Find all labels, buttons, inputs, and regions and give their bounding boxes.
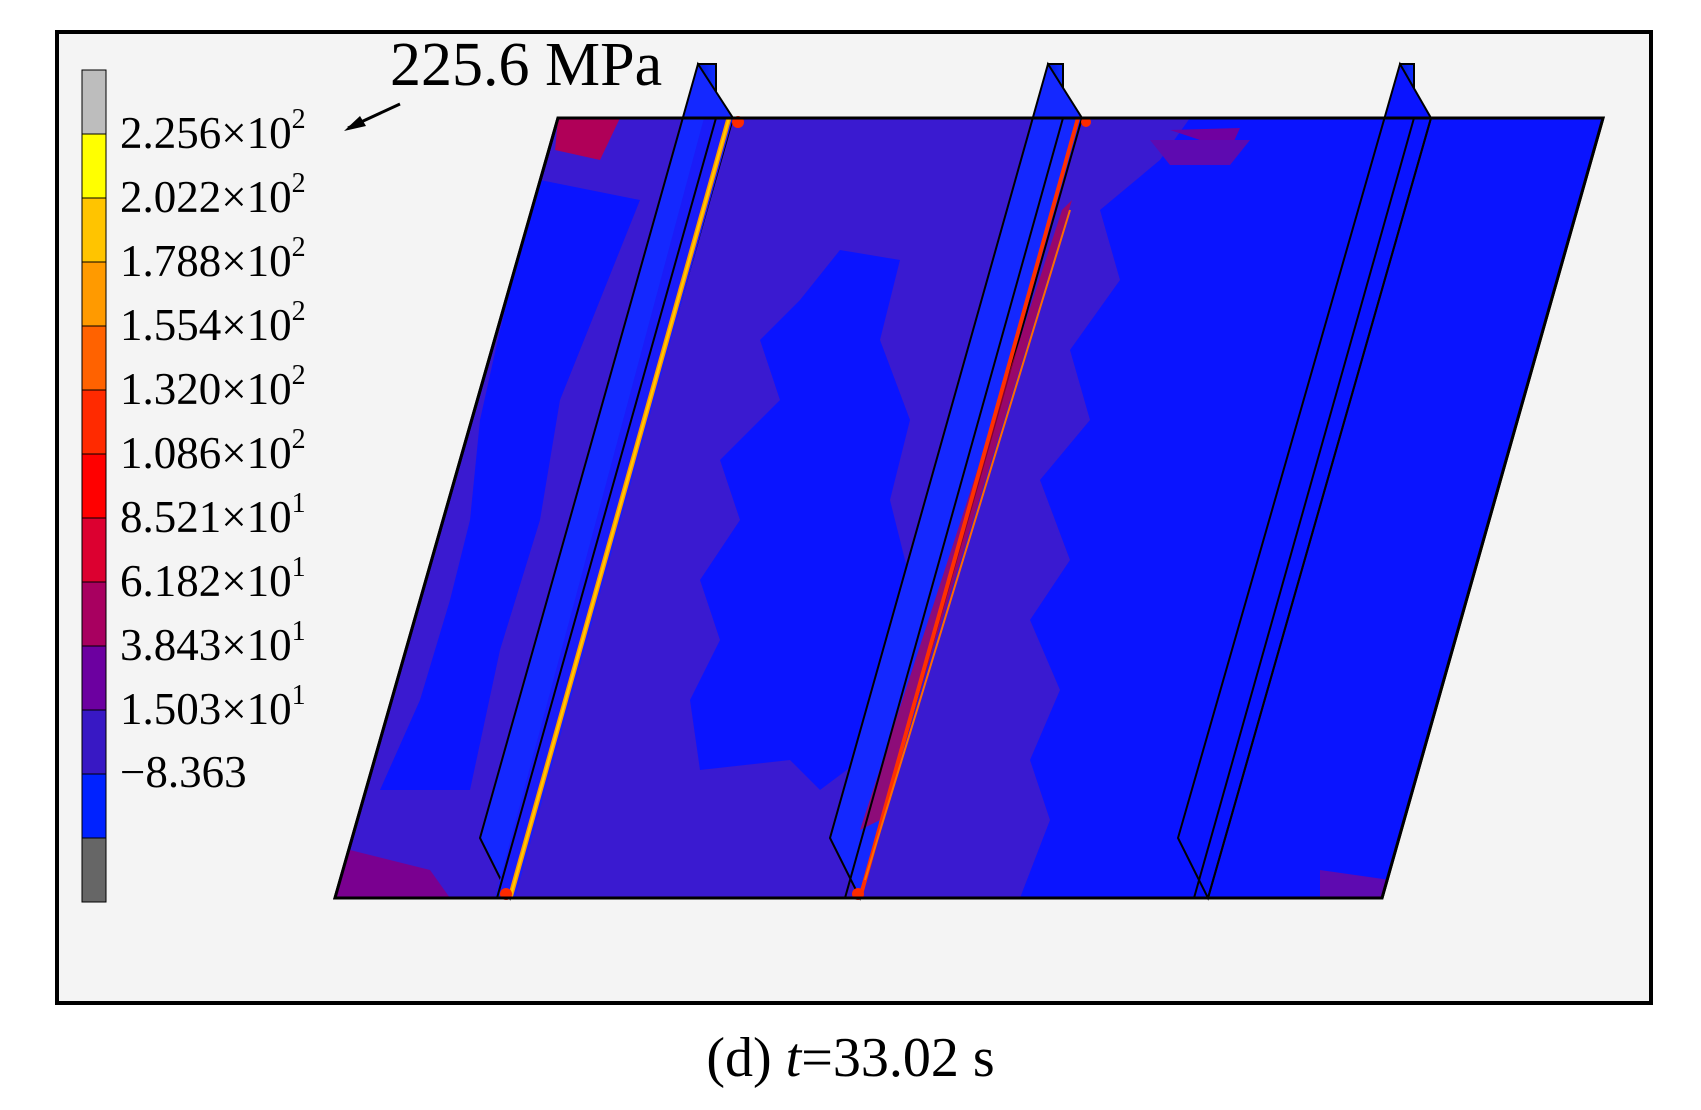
caption-value: =33.02 s (801, 1027, 995, 1089)
stiffener-1 (478, 61, 744, 901)
legend-level-label: 1.788×102 (120, 232, 306, 286)
legend-swatch (81, 645, 107, 711)
max-stress-annotation: 225.6 MPa (390, 31, 663, 99)
legend-swatch (81, 837, 107, 903)
legend-level-label: 1.086×102 (120, 424, 306, 478)
low-stress-region (380, 180, 640, 790)
legend-level-label: 6.182×101 (120, 552, 306, 606)
legend-swatch (81, 773, 107, 839)
legend-swatch (81, 69, 107, 135)
legend-swatch (81, 197, 107, 263)
legend-level-label: 3.843×101 (120, 616, 306, 670)
legend-swatch (81, 517, 107, 583)
caption-variable: t (785, 1027, 802, 1089)
legend-level-label: 1.503×101 (120, 680, 306, 734)
stiffener-3 (1176, 61, 1433, 901)
legend-min-label: −8.363 (120, 747, 247, 797)
high-stress-region (335, 850, 450, 898)
high-stress-region (1150, 140, 1250, 165)
figure-caption: (d) t=33.02 s (0, 1030, 1701, 1086)
legend-swatch (81, 709, 107, 775)
legend-swatch (81, 261, 107, 327)
legend-swatch (81, 453, 107, 519)
annotation-arrow (344, 102, 401, 131)
legend-level-label: 2.256×102 (120, 104, 306, 158)
weld-line-hot-spot (858, 117, 1080, 899)
legend-level-label: 1.554×102 (120, 296, 306, 350)
plate-outline (333, 116, 1605, 900)
legend-level-label: 8.521×101 (120, 488, 306, 542)
high-stress-region (1320, 870, 1390, 898)
legend-level-label: 1.320×102 (120, 360, 306, 414)
color-legend-bar (81, 69, 107, 903)
legend-swatch (81, 325, 107, 391)
low-stress-region (690, 250, 910, 790)
stiffener-2 (828, 61, 1091, 901)
legend-level-label: 2.022×102 (120, 168, 306, 222)
legend-swatch (81, 389, 107, 455)
legend-swatch (81, 581, 107, 647)
legend-swatch (81, 133, 107, 199)
caption-prefix: (d) (706, 1027, 786, 1089)
high-stress-region (555, 118, 620, 160)
